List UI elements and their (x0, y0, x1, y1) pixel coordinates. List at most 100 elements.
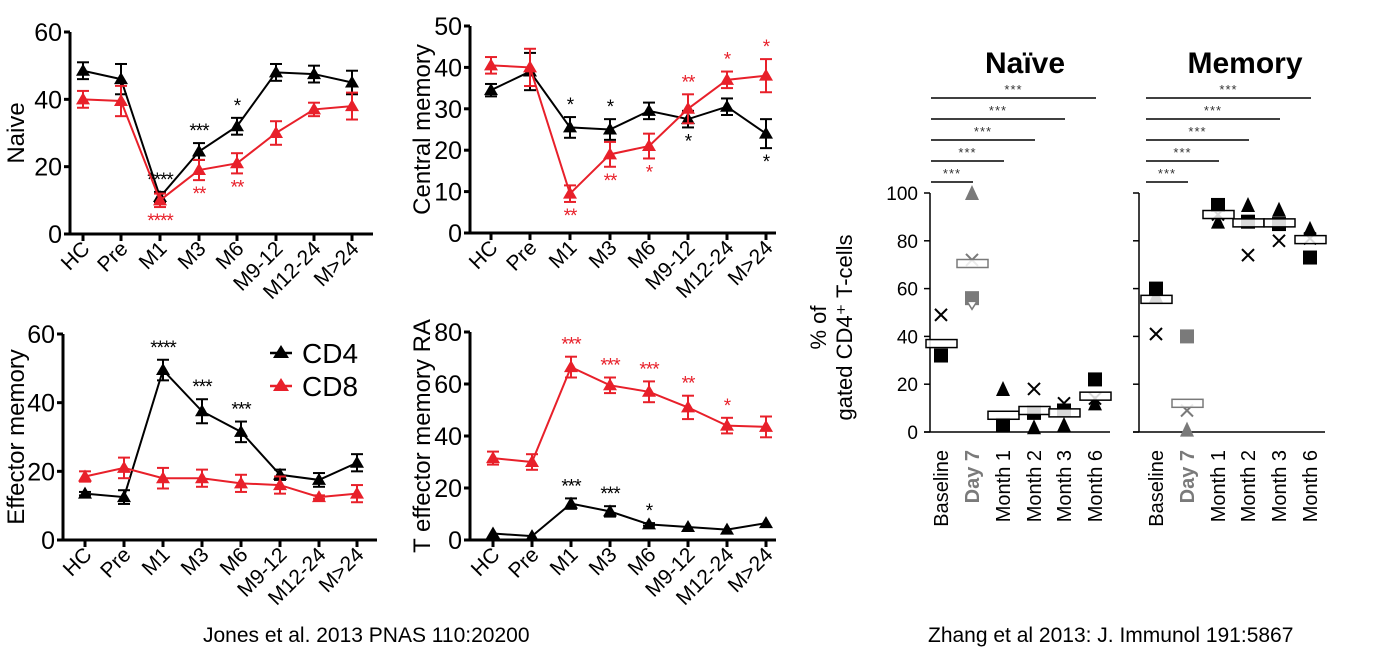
data-point (525, 529, 539, 542)
square-marker (1088, 372, 1102, 387)
y-tick-label: 0 (448, 527, 462, 555)
significance-label: * (234, 96, 242, 117)
y-tick-label: 0 (907, 423, 918, 444)
y-tick-label: 20 (27, 458, 55, 486)
data-point (603, 147, 617, 160)
data-point (117, 490, 131, 503)
y-tick-label: 40 (897, 327, 918, 348)
y-tick-label: 80 (434, 319, 462, 347)
series-cd8 (78, 456, 364, 504)
significance-label: * (724, 50, 732, 71)
significance-label: * (607, 97, 615, 118)
x-tick-label: HC (57, 237, 95, 275)
data-point (681, 400, 695, 413)
x-tick-label: HC (467, 543, 505, 581)
mean-bar (1294, 234, 1327, 245)
data-point (307, 102, 321, 115)
y-tick-label: 20 (434, 137, 462, 165)
significance-label: ** (193, 184, 207, 205)
significance-bracket: *** (1146, 82, 1311, 99)
data-point (603, 378, 617, 391)
triangle-marker (965, 185, 979, 200)
significance-label: * (763, 37, 771, 58)
significance-bracket: *** (931, 124, 1035, 141)
y-axis-label: % ofgated CD4⁺ T-cells (806, 234, 857, 420)
significance-label: * (763, 152, 771, 173)
data-point (642, 103, 656, 116)
x-tick-label: HC (465, 236, 503, 274)
series-line (492, 502, 767, 538)
x-tick-label: Pre (502, 236, 541, 275)
y-tick-label: 60 (897, 280, 918, 301)
data-point (312, 472, 326, 485)
series-line (490, 70, 767, 135)
mean-bar (956, 258, 989, 269)
x-tick-label: Day 7 (1177, 450, 1199, 503)
significance-label: ** (231, 177, 245, 198)
data-point (563, 186, 577, 199)
bracket-label: *** (1004, 82, 1022, 97)
significance-label: *** (561, 335, 582, 356)
data-point (681, 101, 695, 114)
bracket-label: *** (1204, 103, 1222, 118)
data-point (153, 193, 167, 206)
bracket-label: *** (1188, 124, 1206, 139)
square-marker (934, 348, 948, 363)
y-tick-label: 60 (434, 371, 462, 399)
mean-bar (1048, 408, 1081, 418)
data-point (345, 75, 359, 88)
data-point (642, 517, 656, 530)
data-point (525, 455, 539, 467)
y-axis-label-line2: gated CD4⁺ T-cells (832, 234, 857, 420)
triangle-marker (1211, 213, 1225, 229)
significance-label: ** (682, 72, 696, 93)
mean-bar (925, 338, 958, 349)
data-point (234, 476, 248, 489)
data-point (759, 126, 773, 139)
series-line (82, 98, 353, 202)
y-tick-label: 0 (48, 221, 62, 249)
data-point (345, 99, 359, 112)
y-tick-label: 60 (27, 321, 55, 349)
significance-label: *** (639, 359, 660, 380)
category-group (1202, 197, 1235, 229)
mean-bar (1232, 218, 1265, 228)
data-point (273, 478, 287, 491)
significance-label: *** (561, 476, 582, 497)
data-point (759, 516, 773, 529)
significance-bracket: *** (1146, 103, 1280, 120)
x-marker (1027, 382, 1041, 396)
y-tick-label: 20 (897, 375, 918, 396)
series-line (492, 365, 767, 464)
significance-label: * (646, 162, 654, 183)
significance-label: **** (150, 338, 177, 359)
x-tick-label: M>24 (724, 236, 778, 290)
triangle-marker (996, 380, 1010, 396)
x-tick-label: M>24 (310, 237, 364, 291)
data-point (78, 486, 92, 499)
significance-label: * (685, 131, 693, 152)
data-point (312, 490, 326, 503)
significance-label: *** (600, 484, 621, 505)
data-point (156, 363, 170, 376)
significance-bracket: *** (931, 166, 973, 183)
x-tick-label: M1 (546, 543, 583, 580)
y-tick-label: 0 (41, 527, 55, 555)
triangle-marker (1180, 421, 1194, 437)
data-point (114, 94, 128, 107)
bracket-label: *** (1219, 82, 1237, 97)
significance-bracket: *** (931, 82, 1096, 99)
chart-zhang-memory: Memory *** *** *** *** *** Baseline Day 7 Month … (1133, 47, 1327, 527)
significance-label: * (646, 501, 654, 522)
x-tick-label: HC (59, 543, 97, 581)
data-point (484, 58, 498, 71)
bracket-label: *** (989, 103, 1007, 118)
legend-label: CD4 (302, 338, 358, 369)
data-point (195, 404, 209, 417)
significance-label: **** (147, 211, 174, 232)
data-point (603, 122, 617, 135)
category-group (1018, 382, 1051, 435)
data-point (230, 156, 244, 169)
mean-bar (1263, 218, 1296, 228)
